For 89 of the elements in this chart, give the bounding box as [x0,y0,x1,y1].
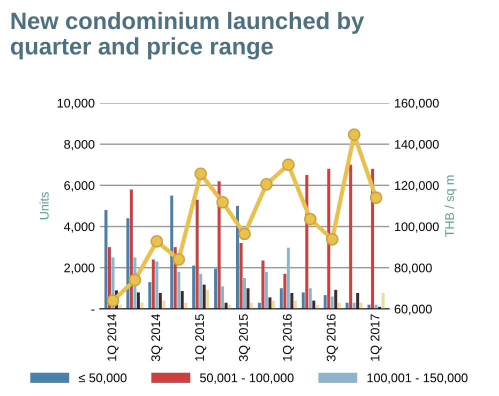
point [370,191,382,204]
point [282,158,295,171]
bar [140,302,144,309]
legend-label: 100,001 - 150,000 [368,373,468,384]
bar [352,302,356,309]
bar [346,302,349,309]
bar [170,196,174,309]
bar [349,164,352,309]
y2-tick-label: 80,000 [394,263,432,274]
bar [302,292,305,309]
point [172,253,185,266]
bar [258,302,261,309]
bar [382,293,385,309]
x-tick-label: 1Q 2016 [282,314,294,361]
bar [196,200,199,309]
x-tick-label: 3Q 2016 [326,314,338,362]
bar [218,181,221,309]
y2-tick-label: 100,000 [395,222,439,233]
point [128,274,142,286]
x-tick-label: 1Q 2015 [195,314,206,361]
bar [148,282,152,309]
point [348,128,360,141]
point [304,212,317,226]
bar [330,296,334,309]
bar [240,242,242,309]
bar [192,266,196,309]
bar [261,260,264,309]
bar [286,248,290,309]
bar [236,206,239,309]
bar [283,274,286,309]
bar [177,272,180,309]
point [150,235,164,248]
y2-tick-label: 160,000 [395,98,439,110]
legend-label: ≤ 50,000 [78,373,127,384]
bar [280,288,283,309]
y2-tick-label: 60,000 [394,304,432,316]
bar [324,295,327,309]
y-tick-label: 4,000 [64,222,94,233]
bar [243,278,246,309]
bar [338,302,341,309]
bar [224,302,228,309]
bar [312,300,316,309]
bar [334,290,338,309]
y-tick-label: 6,000 [64,181,94,192]
y2-axis-title: THB / sq m [444,175,456,237]
point [326,233,338,246]
bar [206,290,210,309]
bar [214,268,218,309]
bar [264,272,268,309]
y-tick-label: 8,000 [64,140,94,150]
point [194,168,207,180]
bar [250,302,254,309]
point [238,228,251,240]
legend-label: 50,001 - 100,000 [200,373,294,384]
bar [136,292,140,309]
x-tick-label: 3Q 2014 [151,314,162,362]
bar [199,274,202,309]
point [106,294,120,307]
bar [180,290,184,309]
bar [308,288,312,309]
bar [130,189,133,309]
bar [356,293,360,309]
bar [268,297,272,309]
y-axis-title: Units [40,192,49,220]
chart-title: New condominium launched by quarter and price range [10,12,364,60]
bar [294,300,297,309]
bar [104,210,108,309]
point [216,196,229,208]
bar [155,262,158,309]
y2-tick-label: 140,000 [395,140,439,150]
bar [327,168,330,309]
bar [162,300,166,309]
y-tick-label: - [91,310,94,311]
bar [272,300,275,309]
bar [360,302,363,309]
bar [152,259,155,309]
y-tick-label: 2,000 [64,263,94,274]
bar [158,293,162,309]
bar [221,286,224,309]
bar [290,293,294,309]
bar [246,288,250,309]
bar [202,284,206,309]
x-tick-label: 1Q 2017 [370,314,382,361]
x-tick-label: 3Q 2015 [239,314,250,362]
bar [126,218,130,309]
y2-tick-label: 120,000 [395,181,439,192]
y-tick-label: 10,000 [58,98,94,110]
point [260,178,273,191]
x-tick-label: 1Q 2014 [107,314,119,361]
